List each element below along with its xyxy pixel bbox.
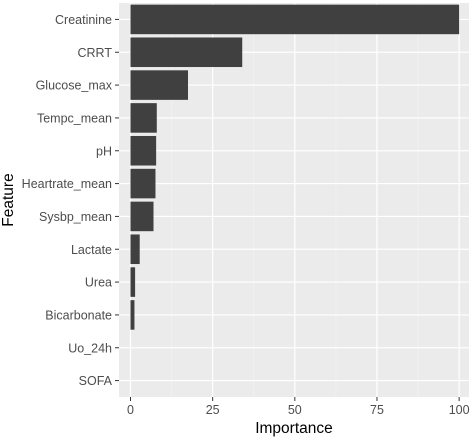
y-tick-label: Glucose_max: [36, 79, 113, 93]
y-tick-label: Lactate: [71, 243, 112, 257]
x-tick-label: 0: [127, 403, 134, 417]
y-tick-label: Tempc_mean: [37, 111, 112, 125]
y-tick-label: Heartrate_mean: [22, 177, 112, 191]
y-tick-label: CRRT: [78, 46, 113, 60]
x-tick-label: 25: [206, 403, 220, 417]
y-tick-label: Uo_24h: [68, 341, 112, 355]
bar-creatinine: [130, 4, 460, 35]
y-tick-label: Urea: [85, 276, 112, 290]
bar-bicarbonate: [130, 300, 135, 330]
bar-glucose-max: [130, 70, 189, 100]
bars: [130, 4, 460, 330]
bar-heartrate-mean: [130, 168, 156, 199]
x-tick-label: 75: [370, 403, 384, 417]
minor-gridlines: [171, 3, 419, 397]
bar-tempc-mean: [130, 103, 157, 133]
x-tick-label: 50: [288, 403, 302, 417]
x-axis: 0 25 50 75 100: [127, 397, 470, 417]
bar-crrt: [130, 37, 243, 68]
plot-panel: [119, 3, 469, 397]
x-axis-title: Importance: [255, 420, 333, 437]
y-axis: Creatinine CRRT Glucose_max Tempc_mean pH Hea…: [22, 13, 119, 388]
y-axis-title: Feature: [0, 173, 17, 226]
x-tick-label: 100: [449, 403, 470, 417]
bar-sysbp-mean: [130, 201, 154, 232]
y-tick-label: pH: [96, 144, 112, 158]
bar-lactate: [130, 234, 140, 265]
y-tick-label: Creatinine: [55, 13, 112, 27]
bar-ph: [130, 135, 157, 166]
y-tick-label: Bicarbonate: [45, 308, 112, 322]
y-tick-label: Sysbp_mean: [39, 210, 112, 224]
y-tick-label: SOFA: [79, 374, 113, 388]
bar-urea: [130, 267, 136, 297]
